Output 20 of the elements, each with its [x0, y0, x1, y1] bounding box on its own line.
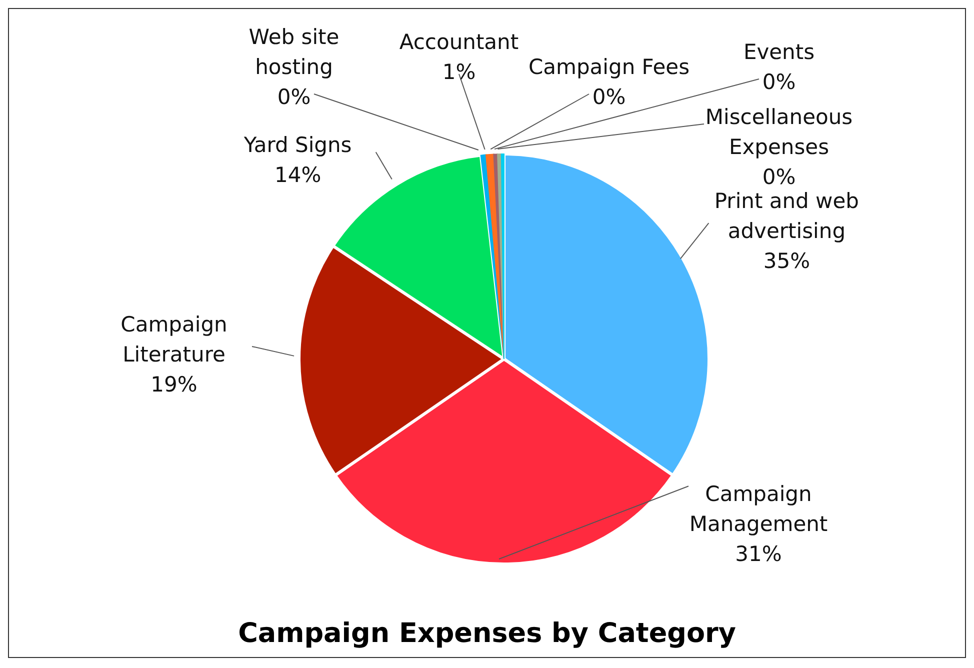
data-label: 0% [592, 85, 626, 109]
data-label: 19% [150, 372, 198, 396]
slice-label: Print and web advertising [714, 189, 859, 244]
data-label: 14% [274, 163, 322, 188]
data-label: 0% [762, 165, 796, 189]
data-label: 31% [735, 542, 782, 566]
data-label: 1% [442, 60, 476, 84]
slice-label: Campaign Fees [528, 55, 690, 79]
data-label: 35% [763, 249, 810, 274]
slice-label: Miscellaneous Expenses [705, 105, 853, 159]
data-label: 0% [277, 85, 311, 109]
pie-slice [500, 154, 504, 360]
slice-label: Events [743, 40, 815, 64]
slice-label: Campaign Management [689, 482, 828, 536]
slice-label: Yard Signs [242, 133, 352, 158]
text: Campaign Expenses by Category [237, 618, 737, 649]
slice-label: Accountant [399, 30, 519, 54]
slice-label: Web site hosting [248, 25, 340, 79]
data-label: 0% [762, 70, 796, 94]
slice-label: Campaign Literature [120, 312, 228, 366]
